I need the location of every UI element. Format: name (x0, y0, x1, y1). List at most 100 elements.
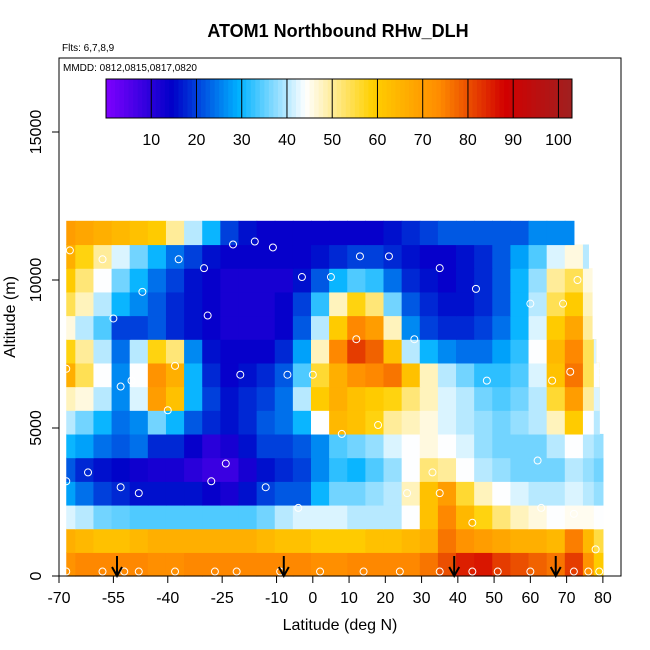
heatmap-cell (310, 504, 330, 530)
heatmap-cell (383, 552, 403, 577)
heatmap-cell (546, 362, 566, 388)
heatmap-cell (329, 481, 348, 506)
heatmap-cell (347, 339, 366, 364)
heatmap-cell (528, 315, 548, 340)
colorbar-tick-label: 100 (545, 132, 572, 149)
y-axis: 0 5000 10000 15000 (28, 110, 59, 580)
colorbar-swatch (422, 79, 428, 118)
heatmap-cell (256, 315, 276, 340)
heatmap-cell (93, 410, 113, 435)
heatmap-cell (292, 315, 312, 340)
heatmap-cell (492, 457, 512, 482)
colorbar-swatch (454, 79, 460, 118)
heatmap-cell (437, 410, 457, 435)
heatmap-cell (528, 457, 548, 482)
sample-point (120, 567, 129, 576)
heatmap-cell (93, 386, 113, 411)
heatmap-cell (75, 504, 95, 530)
heatmap-cell (129, 504, 149, 530)
heatmap-cell (474, 268, 493, 293)
heatmap-cell (546, 410, 566, 435)
heatmap-cell (256, 362, 276, 388)
heatmap-cell (75, 386, 95, 411)
heatmap-cell (165, 362, 185, 388)
heatmap-cell (365, 528, 385, 553)
heatmap-cell (492, 220, 512, 246)
heatmap-cell (66, 362, 76, 388)
heatmap-cell (546, 457, 566, 482)
heatmap-cell (75, 457, 95, 482)
heatmap-cell (582, 244, 589, 269)
heatmap-cell (75, 410, 95, 435)
heatmap-cell (510, 481, 530, 506)
colorbar-swatch (142, 79, 148, 118)
heatmap-cell (365, 552, 385, 577)
heatmap-cell (365, 268, 385, 293)
heatmap-cell (546, 244, 566, 269)
heatmap-cell (528, 410, 548, 435)
heatmap-cell (492, 362, 512, 388)
sample-point (65, 246, 74, 255)
heatmap-cell (329, 410, 348, 435)
heatmap-cell (165, 268, 185, 293)
heatmap-cell (184, 291, 203, 317)
heatmap-cell (474, 552, 493, 577)
heatmap-cell (256, 291, 276, 317)
heatmap-cell (474, 291, 493, 317)
sample-point (98, 567, 107, 576)
heatmap-cell (202, 315, 221, 340)
heatmap-cell (256, 268, 276, 293)
colorbar-swatch (169, 79, 175, 118)
heatmap-cell (256, 220, 276, 246)
heatmap-cell (329, 362, 348, 388)
heatmap-cell (593, 457, 604, 482)
colorbar-swatch (436, 79, 442, 118)
heatmap-cell (456, 244, 475, 269)
heatmap-cell (419, 457, 439, 482)
heatmap-cell (256, 386, 276, 411)
heatmap-cell (564, 244, 584, 269)
x-tick-label: 80 (594, 590, 612, 607)
heatmap-cell (238, 410, 258, 435)
heatmap-cell (528, 481, 548, 506)
sample-point (384, 252, 393, 261)
heatmap-cell (492, 481, 512, 506)
colorbar-swatch (368, 79, 374, 118)
heatmap-cell (492, 244, 512, 269)
heatmap-cell (66, 315, 76, 340)
heatmap-cell (238, 504, 258, 530)
sample-point (203, 311, 212, 320)
x-tick-label: 10 (340, 590, 358, 607)
sample-point (134, 567, 143, 576)
heatmap-cell (347, 220, 366, 246)
colorbar-swatch (535, 79, 541, 118)
heatmap-cell (93, 291, 113, 317)
heatmap-cell (593, 386, 600, 411)
colorbar-swatch (490, 79, 496, 118)
colorbar-swatch (286, 79, 292, 118)
heatmap-cell (238, 315, 258, 340)
colorbar-swatch (404, 79, 410, 118)
plot-frame (58, 57, 622, 577)
heatmap-cell (93, 362, 113, 388)
heatmap-cell (510, 244, 530, 269)
heatmap-cell (238, 481, 258, 506)
heatmap-cell (401, 291, 421, 317)
colorbar-swatch (119, 79, 125, 118)
heatmap-cell (129, 552, 149, 577)
heatmap-cell (256, 457, 276, 482)
heatmap-cell (220, 268, 240, 293)
heatmap-cell (292, 481, 312, 506)
sample-point (134, 489, 143, 498)
heatmap-cell (274, 481, 294, 506)
heatmap-cell (329, 244, 348, 269)
colorbar-swatch (350, 79, 356, 118)
x-tick-label: 40 (449, 590, 467, 607)
heatmap-cell (202, 504, 221, 530)
heatmap-cell (329, 315, 348, 340)
sample-point (297, 273, 306, 282)
heatmap-cell (129, 291, 149, 317)
heatmap-cell (129, 268, 149, 293)
heatmap-cell (147, 268, 167, 293)
